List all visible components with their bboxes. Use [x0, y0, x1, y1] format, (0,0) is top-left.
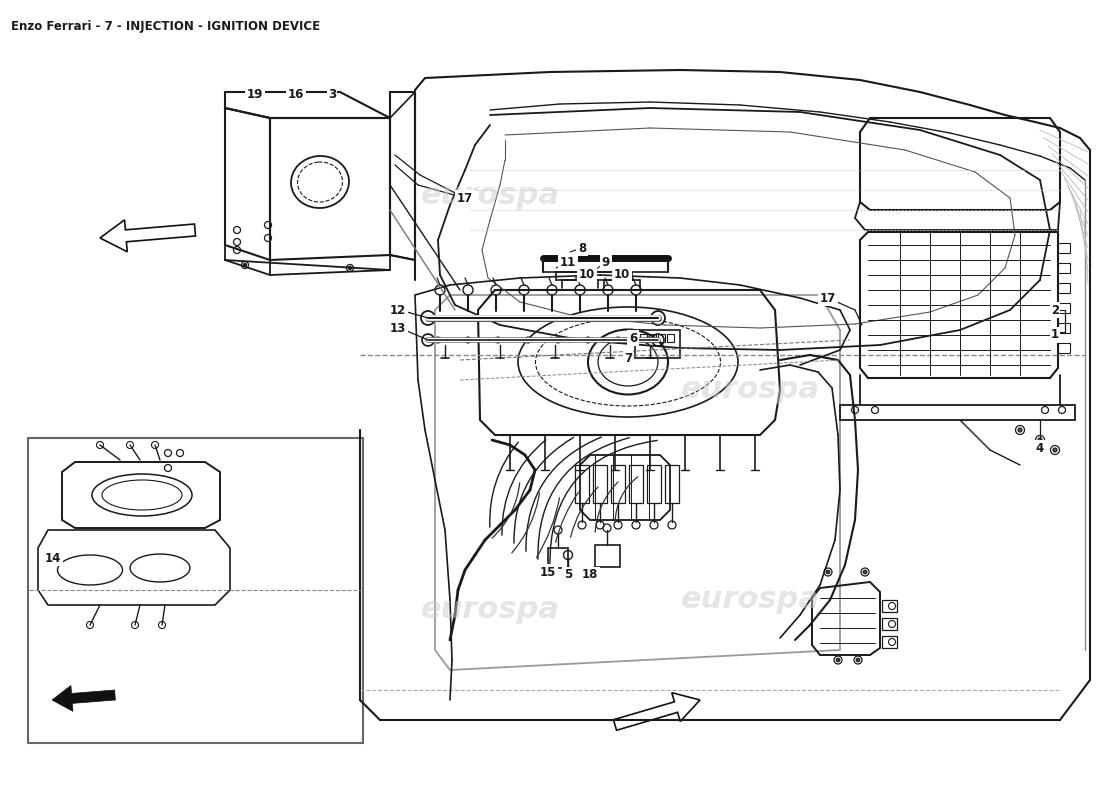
Text: 11: 11: [560, 255, 576, 269]
Text: eurospa: eurospa: [420, 181, 560, 210]
Bar: [640, 334, 647, 342]
Bar: [629, 465, 644, 503]
Text: 9: 9: [602, 255, 610, 269]
Text: 10: 10: [579, 267, 595, 281]
Text: 17: 17: [456, 191, 473, 205]
Text: 10: 10: [614, 267, 630, 281]
Text: eurospa: eurospa: [681, 586, 820, 614]
Bar: [595, 545, 620, 567]
Text: 13: 13: [389, 322, 406, 334]
Bar: [28, 438, 363, 743]
Text: eurospa: eurospa: [681, 375, 820, 405]
Bar: [1058, 263, 1070, 273]
Bar: [1058, 323, 1070, 333]
Polygon shape: [614, 693, 700, 730]
Bar: [1058, 343, 1070, 353]
Bar: [667, 334, 674, 342]
Bar: [635, 330, 680, 358]
Text: 7: 7: [624, 351, 632, 365]
Bar: [593, 465, 607, 503]
Bar: [882, 600, 896, 612]
Polygon shape: [100, 220, 196, 252]
Circle shape: [856, 658, 860, 662]
Bar: [1058, 303, 1070, 313]
Bar: [647, 465, 661, 503]
Text: 19: 19: [246, 89, 263, 102]
Circle shape: [836, 658, 839, 662]
Text: 8: 8: [578, 242, 586, 254]
Bar: [658, 334, 666, 342]
Bar: [1058, 243, 1070, 253]
Circle shape: [1053, 448, 1057, 452]
Circle shape: [349, 266, 352, 270]
Polygon shape: [52, 686, 116, 711]
Bar: [649, 334, 656, 342]
Bar: [1058, 283, 1070, 293]
Text: 6: 6: [629, 331, 637, 345]
Bar: [882, 618, 896, 630]
Circle shape: [864, 570, 867, 574]
Text: 4: 4: [1036, 442, 1044, 454]
Circle shape: [1018, 428, 1022, 432]
Bar: [575, 465, 589, 503]
Text: 16: 16: [288, 89, 305, 102]
Text: 17: 17: [820, 291, 836, 305]
Text: 5: 5: [564, 569, 572, 582]
Bar: [666, 465, 679, 503]
Text: 15: 15: [540, 566, 557, 578]
Circle shape: [243, 263, 246, 266]
Circle shape: [1038, 438, 1042, 442]
Text: 3: 3: [328, 89, 337, 102]
Bar: [882, 636, 896, 648]
Text: 1: 1: [1050, 329, 1059, 342]
Text: Enzo Ferrari - 7 - INJECTION - IGNITION DEVICE: Enzo Ferrari - 7 - INJECTION - IGNITION …: [11, 20, 320, 33]
Bar: [610, 465, 625, 503]
Text: eurospa: eurospa: [420, 595, 560, 625]
Circle shape: [826, 570, 829, 574]
Text: 2: 2: [1050, 303, 1059, 317]
Bar: [548, 548, 568, 568]
Text: 18: 18: [582, 569, 598, 582]
Text: 14: 14: [45, 551, 62, 565]
Text: 12: 12: [389, 303, 406, 317]
